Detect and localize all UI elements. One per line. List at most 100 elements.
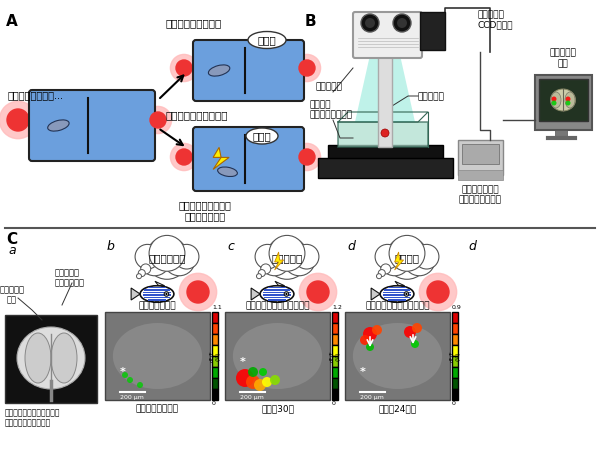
FancyBboxPatch shape [452, 323, 458, 334]
FancyBboxPatch shape [332, 378, 338, 389]
Text: 軽い電気ショックが
与えられます。: 軽い電気ショックが 与えられます。 [179, 200, 232, 222]
FancyBboxPatch shape [452, 378, 458, 389]
FancyBboxPatch shape [462, 144, 499, 164]
Text: 赤色ランプ: 赤色ランプ [418, 92, 445, 101]
Circle shape [427, 281, 449, 303]
Ellipse shape [113, 323, 202, 389]
Bar [144, 297, 170, 298]
Text: b: b [107, 240, 115, 253]
Circle shape [176, 60, 192, 76]
Circle shape [406, 293, 407, 295]
Circle shape [139, 244, 170, 276]
Circle shape [179, 274, 217, 311]
Circle shape [0, 101, 37, 139]
Text: 200 μm: 200 μm [360, 395, 384, 400]
Circle shape [389, 236, 425, 271]
FancyBboxPatch shape [452, 356, 458, 367]
Circle shape [170, 55, 197, 82]
Text: 失敗！: 失敗！ [253, 131, 271, 141]
Polygon shape [371, 288, 380, 300]
FancyBboxPatch shape [332, 312, 338, 323]
Circle shape [236, 369, 254, 387]
FancyBboxPatch shape [212, 323, 218, 334]
Circle shape [284, 244, 315, 276]
Bar [388, 286, 406, 288]
Text: 学習していない魚: 学習していない魚 [136, 404, 179, 413]
Circle shape [299, 149, 315, 165]
Circle shape [127, 377, 133, 383]
Ellipse shape [551, 92, 561, 108]
Circle shape [187, 281, 209, 303]
Ellipse shape [246, 128, 278, 144]
FancyBboxPatch shape [332, 323, 338, 334]
Bar [265, 289, 290, 291]
Text: *: * [120, 367, 126, 377]
FancyBboxPatch shape [212, 378, 218, 389]
Ellipse shape [51, 333, 77, 383]
Circle shape [150, 112, 166, 128]
Circle shape [246, 375, 260, 389]
Circle shape [164, 244, 195, 276]
Polygon shape [395, 281, 404, 286]
Circle shape [293, 55, 320, 82]
FancyBboxPatch shape [452, 367, 458, 378]
Circle shape [381, 264, 391, 274]
Circle shape [270, 375, 280, 385]
Text: 1.2: 1.2 [332, 305, 342, 310]
Text: 200 μm: 200 μm [120, 395, 144, 400]
Text: さっきの！: さっきの！ [271, 253, 302, 263]
Text: 回避行動がとれないと: 回避行動がとれないと [165, 110, 227, 120]
FancyBboxPatch shape [193, 127, 304, 191]
Circle shape [137, 382, 143, 388]
Circle shape [375, 244, 400, 269]
FancyBboxPatch shape [212, 312, 218, 323]
Circle shape [381, 129, 389, 137]
Bar [268, 286, 286, 288]
Text: 成功！: 成功！ [257, 35, 277, 45]
FancyBboxPatch shape [318, 158, 453, 178]
FancyBboxPatch shape [452, 389, 458, 400]
Polygon shape [275, 281, 284, 286]
Circle shape [299, 60, 315, 76]
Circle shape [551, 97, 557, 102]
Ellipse shape [353, 323, 442, 389]
FancyBboxPatch shape [193, 40, 304, 101]
FancyBboxPatch shape [105, 312, 210, 400]
Bar [268, 299, 286, 301]
Polygon shape [395, 252, 404, 270]
Bar [263, 294, 291, 296]
Text: dF/F
(%): dF/F (%) [209, 350, 220, 362]
FancyBboxPatch shape [225, 312, 330, 400]
Text: これはなに？: これはなに？ [148, 253, 186, 263]
Ellipse shape [140, 286, 174, 302]
FancyBboxPatch shape [332, 356, 338, 367]
Circle shape [361, 14, 379, 32]
Circle shape [254, 379, 266, 391]
Text: B: B [305, 14, 317, 29]
Circle shape [170, 143, 197, 170]
Circle shape [286, 293, 287, 295]
FancyBboxPatch shape [328, 145, 443, 160]
FancyBboxPatch shape [458, 170, 503, 180]
Ellipse shape [47, 120, 69, 131]
Circle shape [259, 270, 265, 277]
FancyBboxPatch shape [353, 12, 422, 58]
Text: *: * [240, 357, 246, 367]
Text: 0: 0 [332, 401, 336, 406]
Text: 長期記憶を思い出している: 長期記憶を思い出している [365, 301, 430, 310]
Text: 視蓋：魚類の視覚中枢で、
視覚刷激を知覚する。: 視蓋：魚類の視覚中枢で、 視覚刷激を知覚する。 [5, 408, 61, 427]
Text: 大脳皮質に
相当する領域: 大脳皮質に 相当する領域 [55, 268, 85, 287]
FancyBboxPatch shape [338, 122, 428, 147]
Polygon shape [275, 252, 284, 270]
FancyBboxPatch shape [378, 42, 392, 147]
Text: 回避行動がとれれば: 回避行動がとれれば [165, 18, 221, 28]
Circle shape [135, 244, 160, 269]
Ellipse shape [248, 31, 286, 49]
Circle shape [412, 323, 422, 333]
Text: dF/F
(%): dF/F (%) [329, 350, 340, 362]
Circle shape [566, 101, 571, 105]
Circle shape [257, 274, 262, 279]
Circle shape [379, 270, 385, 277]
Text: *: * [360, 367, 366, 377]
Text: A: A [6, 14, 18, 29]
